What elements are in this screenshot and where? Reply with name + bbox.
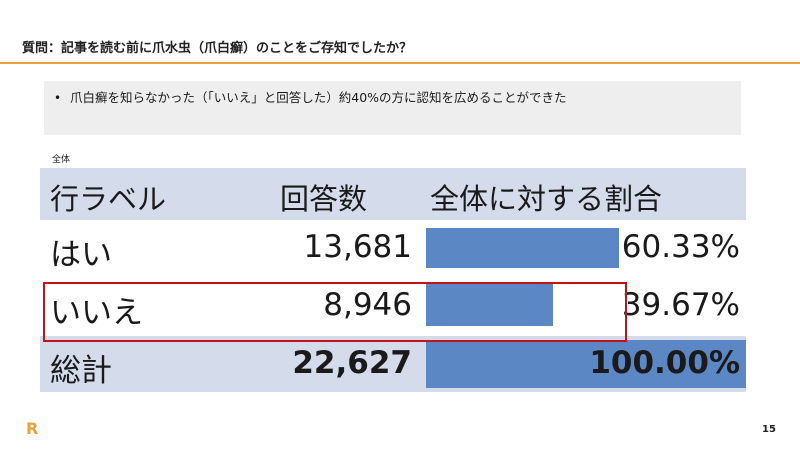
row-count-yes: 13,681 [303,229,412,265]
bullet-marker: • [54,91,62,105]
table-row-yes: はい 13,681 60.33% [40,220,746,276]
summary-text: 爪白癬を知らなかった（「いいえ」と回答した）約40%の方に認知を広めることができ… [70,90,567,105]
slide-title: 質問：記事を読む前に爪水虫（爪白癬）のことをご存知でしたか？ [22,41,413,56]
row-count-no: 8,946 [323,287,412,323]
share-bar-yes [426,228,619,268]
row-percent-no: 39.67% [621,287,740,323]
row-percent-yes: 60.33% [621,229,740,265]
total-label: 総計 [50,353,112,389]
pivot-table: 行ラベル 回答数 全体に対する割合 はい 13,681 60.33% いいえ 8… [40,168,746,392]
highlight-box [43,282,627,342]
share-bar-no [426,284,553,326]
total-count: 22,627 [292,345,412,381]
table-header-row: 行ラベル 回答数 全体に対する割合 [40,168,746,220]
header-share: 全体に対する割合 [430,182,663,216]
table-row-no: いいえ 8,946 39.67% [40,276,746,336]
page-number: 15 [762,424,776,435]
summary-callout: • 爪白癬を知らなかった（「いいえ」と回答した）約40%の方に認知を広めることが… [44,81,741,135]
header-row-label: 行ラベル [50,182,167,216]
brand-logo: R [26,419,39,438]
table-scope-label: 全体 [52,155,71,165]
row-label-no: いいえ [50,295,143,331]
table-total-row: 総計 22,627 100.00% [40,336,746,392]
total-percent: 100.00% [589,345,740,381]
header-count: 回答数 [280,182,368,216]
title-divider [0,62,800,64]
row-label-yes: はい [50,237,112,273]
share-bar-total [426,340,746,388]
